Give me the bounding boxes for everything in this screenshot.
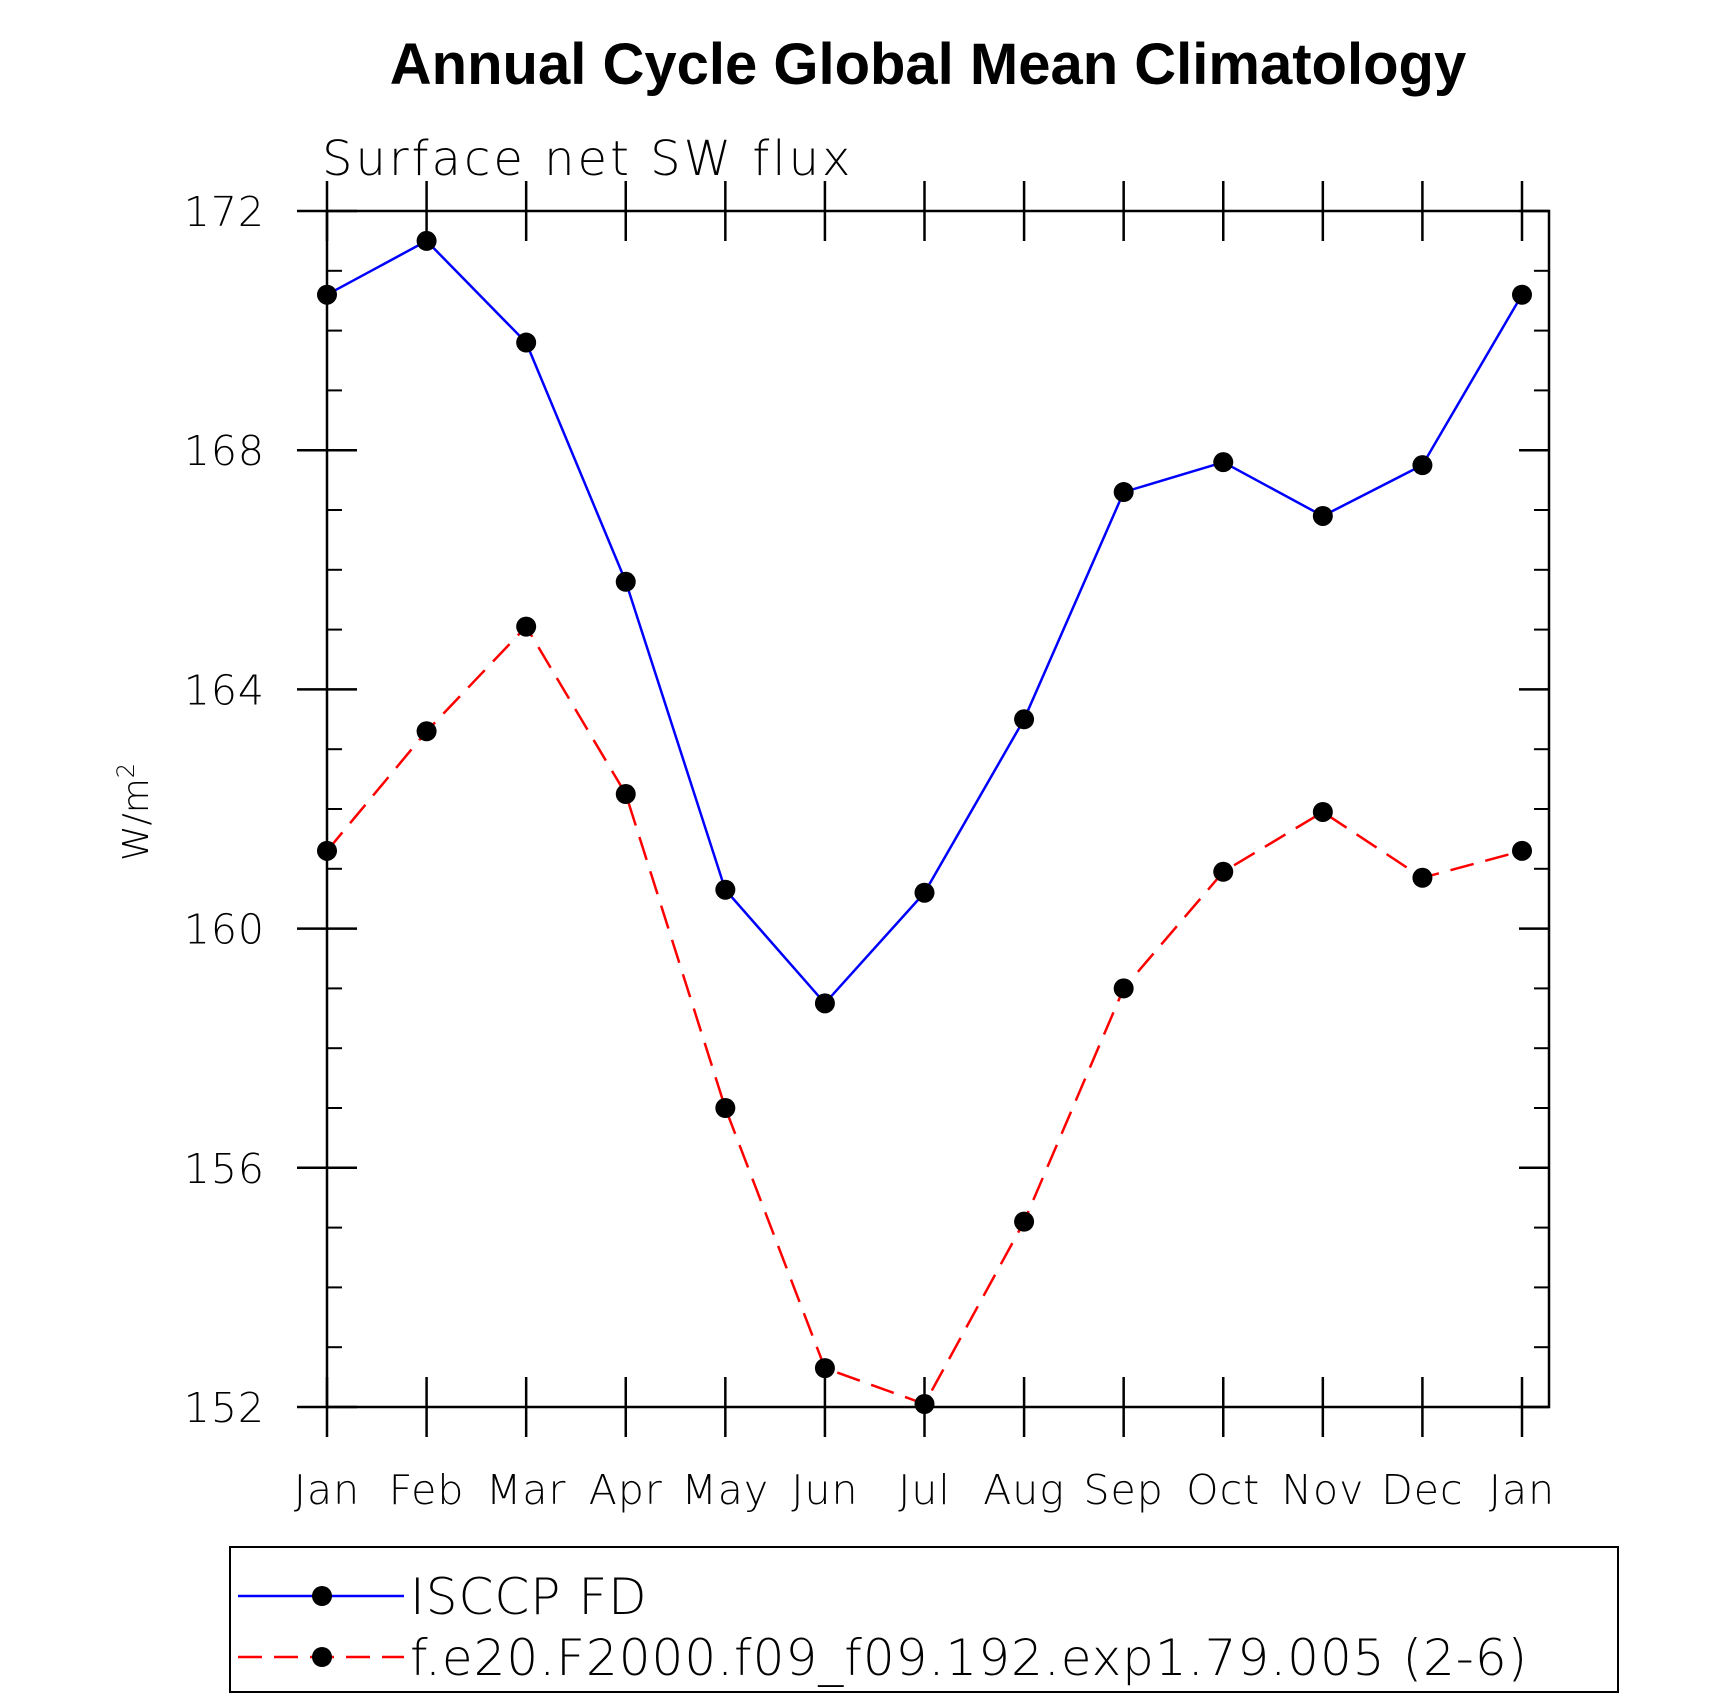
x-tick-label: Jun (791, 1466, 858, 1514)
x-tick-label: Jan (1489, 1466, 1555, 1514)
series-2-point (1213, 861, 1234, 882)
x-tick-label: Sep (1084, 1466, 1164, 1514)
legend: ISCCP FDf.e20.F2000.f09_f09.192.exp1.79.… (238, 1568, 1528, 1687)
data-series (317, 230, 1532, 1415)
series-2-point (516, 616, 537, 637)
y-axis-label-superscript: 2 (112, 763, 140, 778)
series-1-point (516, 332, 537, 353)
plot-frame (325, 209, 1551, 1409)
series-2-point (1512, 840, 1532, 861)
series-2-point (1312, 801, 1333, 822)
series-1-point (715, 879, 736, 900)
series-1-point (1014, 709, 1035, 730)
series-1-point (615, 571, 636, 592)
x-tick-label: Oct (1186, 1466, 1260, 1514)
y-tick-labels: 152 156 160 164 168 172 (184, 188, 265, 1432)
y-tick-label: 164 (184, 666, 265, 714)
series-1-point (914, 882, 935, 903)
legend-label-1: ISCCP FD (410, 1568, 648, 1626)
x-tick-label: Dec (1381, 1466, 1463, 1514)
chart-title: Annual Cycle Global Mean Climatology (390, 32, 1466, 97)
y-tick-label: 168 (184, 427, 265, 475)
x-tick-label: Apr (589, 1466, 663, 1514)
legend-box (229, 1546, 1619, 1693)
series-1-point (1412, 455, 1433, 476)
x-tick-label: Jul (898, 1466, 950, 1514)
series-1-point (1312, 505, 1333, 526)
series-1-point (416, 230, 437, 251)
legend-label-2: f.e20.F2000.f09_f09.192.exp1.79.005 (2-6… (410, 1629, 1528, 1687)
series-2-point (1113, 978, 1134, 999)
axis-ticks (297, 181, 1549, 1437)
y-tick-label: 160 (184, 906, 265, 954)
x-tick-label: May (681, 1466, 769, 1514)
chart-subtitle: Surface net SW flux (322, 131, 853, 187)
y-tick-label: 156 (184, 1145, 265, 1193)
series-2-point (914, 1394, 935, 1415)
x-tick-label: Nov (1281, 1466, 1364, 1514)
series-line-2 (326, 624, 1523, 1406)
series-2-point (715, 1098, 736, 1118)
series-2-point (814, 1358, 835, 1379)
x-tick-labels: Jan Feb Mar Apr May Jun Jul Aug Sep Oct Nov Dec Jan (294, 1466, 1555, 1514)
series-2-point (1412, 867, 1433, 888)
series-2-point (615, 784, 636, 805)
legend-marker-1 (312, 1586, 332, 1606)
series-1-point (814, 993, 835, 1014)
series-2-point (1014, 1211, 1035, 1232)
x-tick-label: Jan (294, 1466, 360, 1514)
series-1-point (1213, 452, 1234, 473)
y-axis-label: W/m2 (112, 763, 157, 861)
series-2-point (317, 840, 337, 861)
x-tick-label: Feb (389, 1466, 465, 1514)
y-tick-label: 172 (184, 188, 265, 236)
series-2-point (416, 721, 437, 742)
legend-marker-2 (312, 1647, 332, 1667)
svg-text:W/m2: W/m2 (112, 763, 157, 861)
series-1-point (1113, 482, 1134, 503)
series-1-point (1512, 284, 1532, 305)
y-axis-label-text: W/m (116, 778, 157, 861)
x-tick-label: Mar (486, 1466, 566, 1514)
x-tick-label: Aug (983, 1466, 1065, 1514)
y-tick-label: 152 (184, 1384, 265, 1432)
series-1-point (317, 284, 337, 305)
